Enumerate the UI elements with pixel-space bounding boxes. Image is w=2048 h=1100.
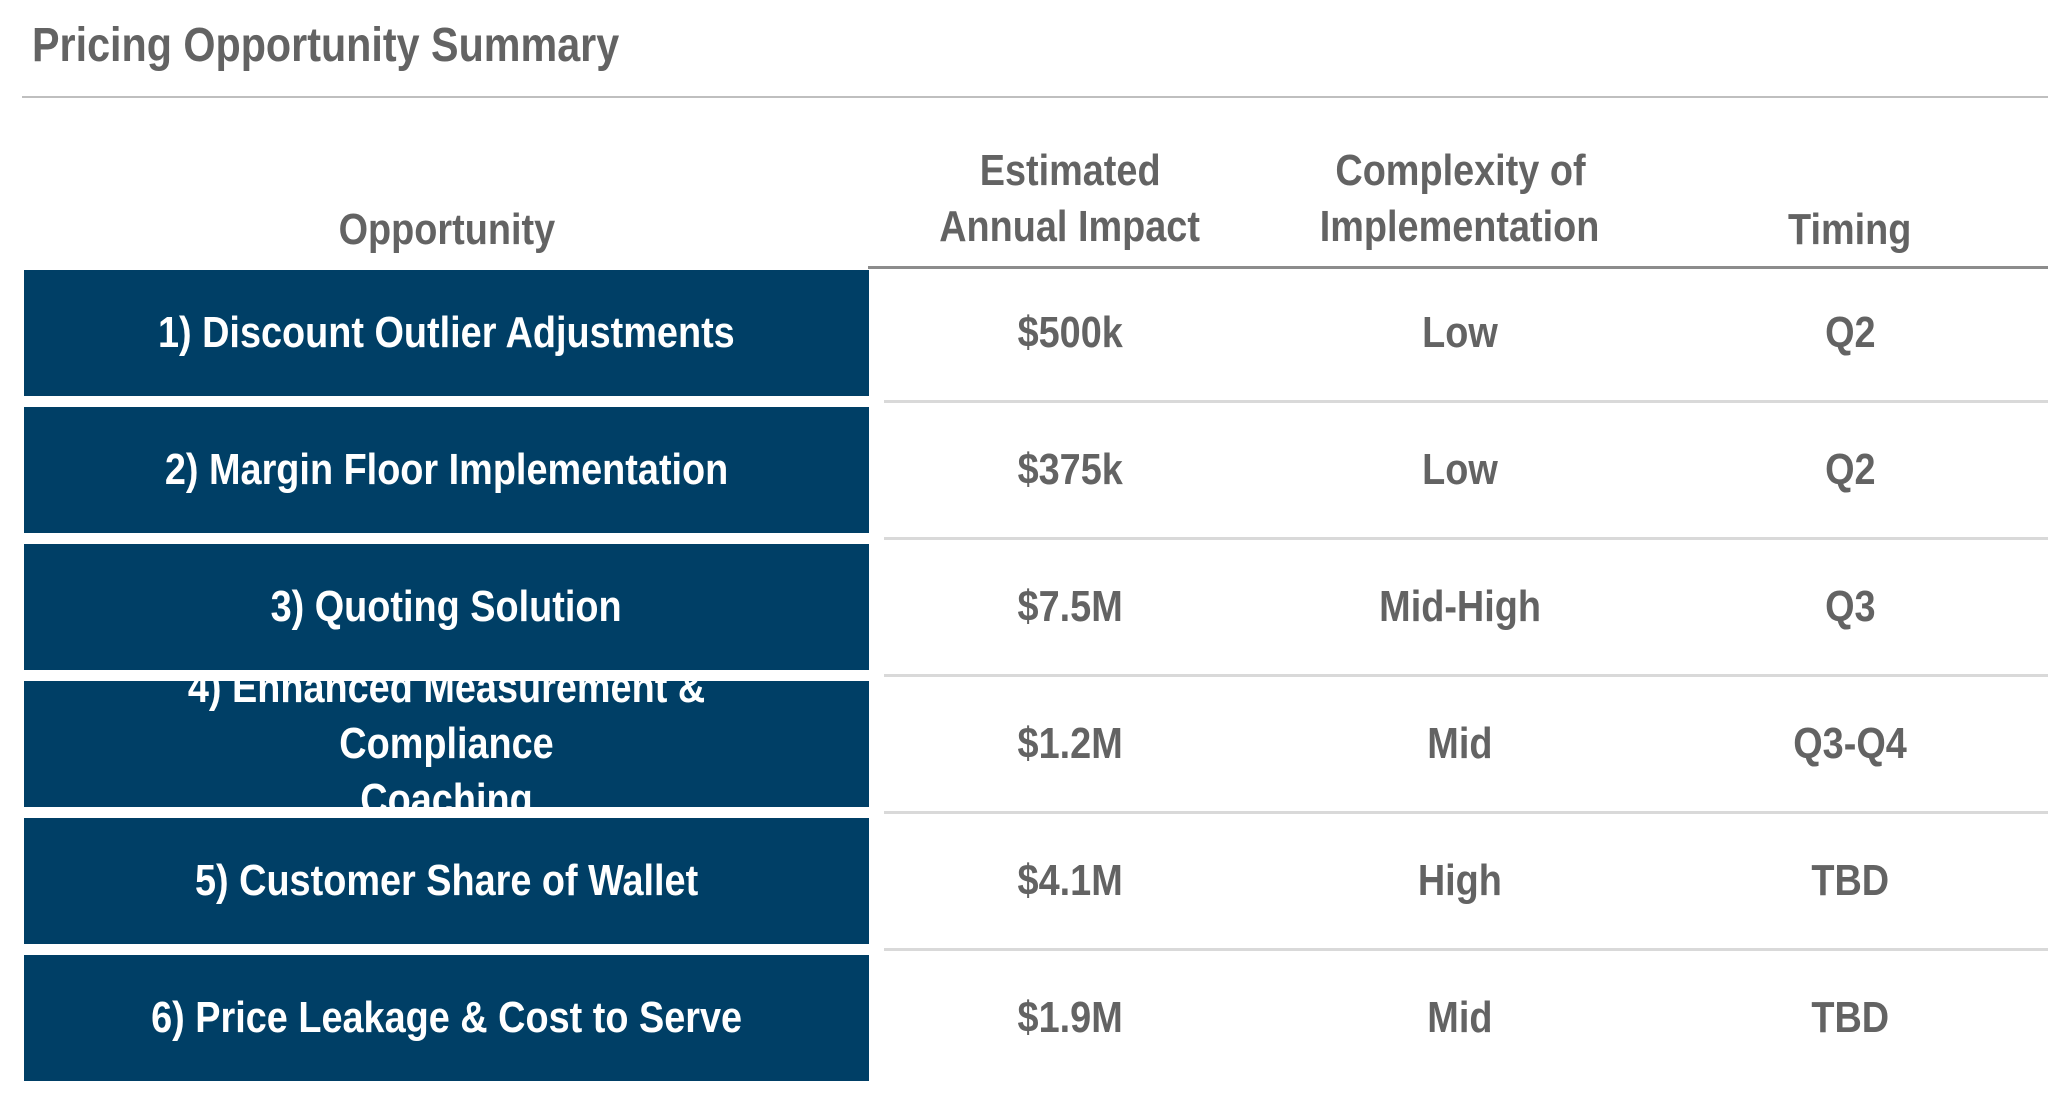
timing-cell: Q2 (1690, 270, 2010, 396)
complexity-cell: Low (1270, 407, 1650, 533)
complexity-cell: Mid (1270, 955, 1650, 1081)
timing-value: TBD (1811, 993, 1889, 1042)
impact-value: $375k (1017, 445, 1123, 494)
timing-cell: TBD (1690, 818, 2010, 944)
row-divider (884, 400, 2048, 403)
title-divider (22, 96, 2048, 98)
opportunity-label: 2) Margin Floor Implementation (164, 445, 729, 494)
opportunity-cell: 1) Discount Outlier Adjustments (24, 270, 869, 396)
timing-cell: Q2 (1690, 407, 2010, 533)
impact-value: $4.1M (1017, 856, 1123, 905)
complexity-cell: Mid (1270, 681, 1650, 807)
timing-cell: Q3-Q4 (1690, 681, 2010, 807)
impact-value: $500k (1017, 308, 1123, 357)
timing-cell: TBD (1690, 955, 2010, 1081)
complexity-cell: High (1270, 818, 1650, 944)
header-timing-label: Timing (1788, 205, 1912, 254)
impact-cell: $1.2M (900, 681, 1240, 807)
timing-value: Q2 (1824, 445, 1876, 494)
header-complexity-line-1: Complexity of (1334, 146, 1586, 195)
opportunity-label: 1) Discount Outlier Adjustments (158, 308, 735, 357)
timing-value: Q3 (1824, 582, 1876, 631)
impact-cell: $375k (900, 407, 1240, 533)
header-impact-line-1: Estimated (979, 146, 1161, 195)
timing-cell: Q3 (1690, 544, 2010, 670)
opportunity-label: 3) Quoting Solution (270, 582, 622, 631)
impact-value: $1.2M (1017, 719, 1123, 768)
header-complexity: Complexity of Implementation (1270, 140, 1650, 258)
row-divider (884, 948, 2048, 951)
impact-cell: $500k (900, 270, 1240, 396)
page-title: Pricing Opportunity Summary (32, 19, 620, 72)
opportunity-label: 6) Price Leakage & Cost to Serve (151, 993, 742, 1042)
header-complexity-line-2: Implementation (1320, 202, 1600, 251)
opportunity-cell: 4) Enhanced Measurement & Compliance Coac… (24, 663, 869, 824)
timing-value: Q3-Q4 (1793, 719, 1907, 768)
complexity-value: Mid-High (1379, 582, 1541, 631)
header-timing: Timing (1690, 140, 2010, 258)
impact-cell: $7.5M (900, 544, 1240, 670)
header-opportunity-label: Opportunity (338, 205, 555, 254)
opportunity-label: Coaching (360, 775, 533, 824)
complexity-value: Mid (1427, 993, 1493, 1042)
header-impact: Estimated Annual Impact (900, 140, 1240, 258)
complexity-cell: Low (1270, 270, 1650, 396)
header-impact-line-2: Annual Impact (939, 202, 1201, 251)
impact-cell: $4.1M (900, 818, 1240, 944)
impact-value: $7.5M (1017, 582, 1123, 631)
complexity-value: High (1417, 856, 1503, 905)
complexity-value: Low (1422, 308, 1498, 357)
opportunity-label: 4) Enhanced Measurement & Compliance (187, 663, 706, 768)
opportunity-cell: 5) Customer Share of Wallet (24, 818, 869, 944)
opportunity-cell: 6) Price Leakage & Cost to Serve (24, 955, 869, 1081)
opportunity-cell: 3) Quoting Solution (24, 544, 869, 670)
row-divider (884, 811, 2048, 814)
opportunity-label: 5) Customer Share of Wallet (194, 856, 699, 905)
header-divider (868, 266, 2048, 269)
opportunity-cell: 2) Margin Floor Implementation (24, 407, 869, 533)
impact-cell: $1.9M (900, 955, 1240, 1081)
impact-value: $1.9M (1017, 993, 1123, 1042)
complexity-value: Mid (1427, 719, 1493, 768)
timing-value: Q2 (1824, 308, 1876, 357)
row-divider (884, 537, 2048, 540)
timing-value: TBD (1811, 856, 1889, 905)
complexity-cell: Mid-High (1270, 544, 1650, 670)
row-divider (884, 674, 2048, 677)
header-opportunity: Opportunity (24, 140, 869, 258)
complexity-value: Low (1422, 445, 1498, 494)
